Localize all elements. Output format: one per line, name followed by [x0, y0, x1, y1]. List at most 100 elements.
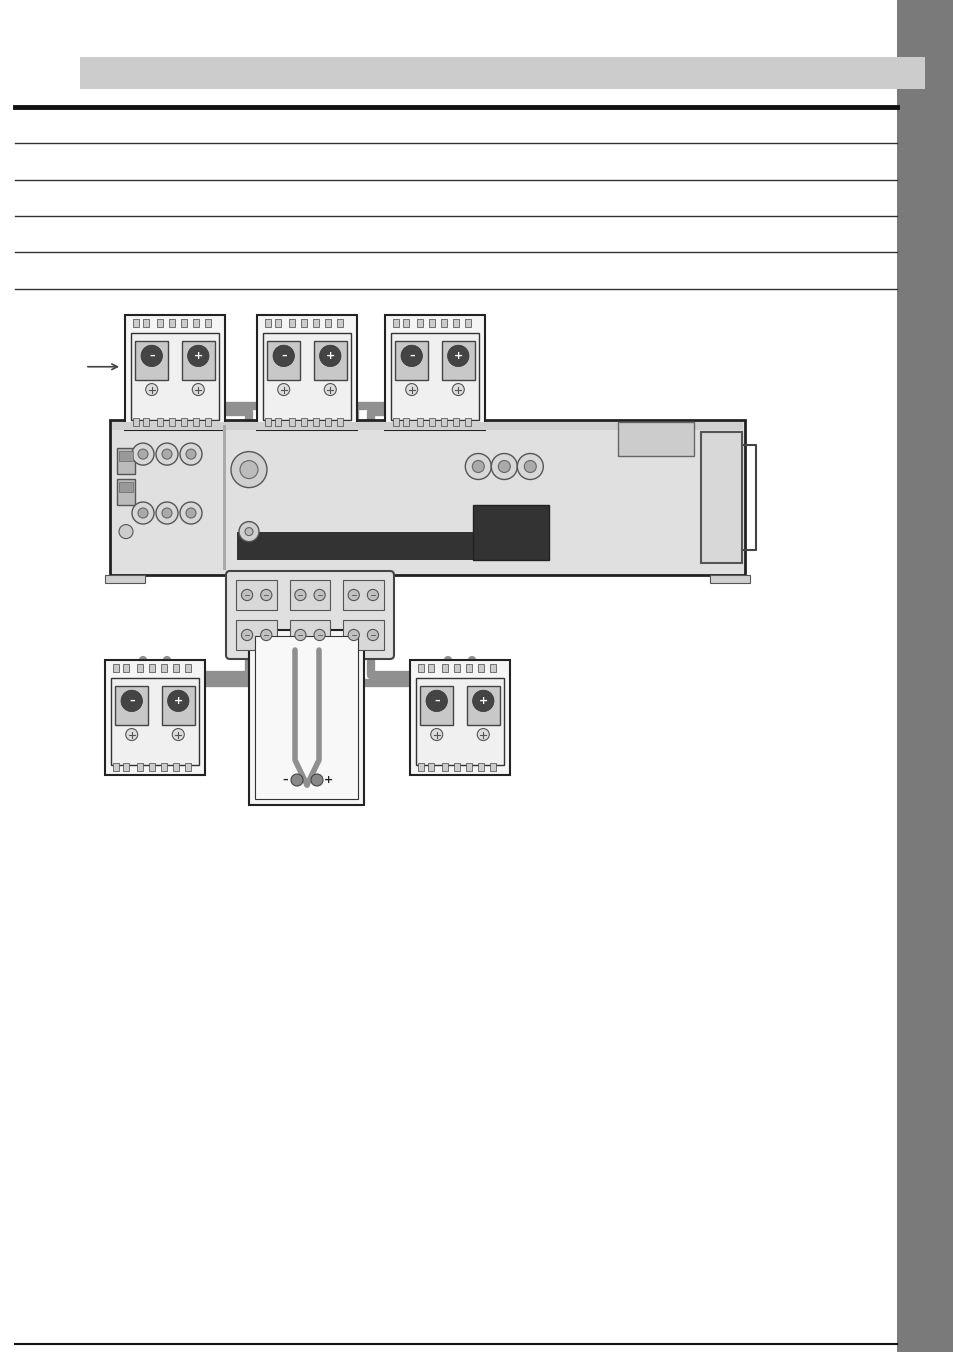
- Bar: [132, 418, 139, 426]
- Bar: [410, 660, 510, 775]
- Text: +: +: [325, 352, 335, 361]
- Circle shape: [138, 508, 148, 518]
- Bar: [143, 319, 149, 327]
- FancyBboxPatch shape: [226, 571, 394, 658]
- Bar: [172, 763, 179, 771]
- Bar: [336, 319, 343, 327]
- Bar: [416, 677, 503, 765]
- Bar: [313, 418, 318, 426]
- Circle shape: [180, 443, 202, 465]
- Bar: [181, 418, 187, 426]
- Bar: [169, 319, 174, 327]
- Bar: [465, 763, 472, 771]
- Circle shape: [491, 453, 517, 480]
- Circle shape: [138, 449, 148, 460]
- Circle shape: [186, 508, 195, 518]
- Circle shape: [447, 345, 469, 366]
- Bar: [290, 580, 330, 610]
- Bar: [290, 619, 330, 650]
- Circle shape: [241, 589, 253, 600]
- Circle shape: [146, 384, 157, 396]
- Circle shape: [291, 773, 303, 786]
- Circle shape: [126, 729, 137, 741]
- Bar: [267, 341, 300, 380]
- Bar: [123, 664, 129, 672]
- Bar: [477, 664, 483, 672]
- Circle shape: [405, 384, 417, 396]
- Circle shape: [476, 729, 489, 741]
- Bar: [709, 575, 749, 583]
- Bar: [131, 333, 219, 420]
- Bar: [301, 319, 307, 327]
- Circle shape: [273, 345, 294, 366]
- Circle shape: [132, 502, 153, 525]
- Bar: [393, 319, 398, 327]
- Bar: [125, 315, 225, 430]
- Circle shape: [245, 527, 253, 535]
- Bar: [490, 664, 496, 672]
- Bar: [181, 319, 187, 327]
- Bar: [419, 685, 453, 725]
- Text: –: –: [280, 352, 286, 361]
- Circle shape: [472, 690, 494, 711]
- Bar: [490, 763, 496, 771]
- Bar: [417, 763, 423, 771]
- Bar: [185, 664, 191, 672]
- Circle shape: [141, 345, 162, 366]
- Bar: [236, 531, 541, 560]
- Circle shape: [367, 630, 378, 641]
- Bar: [385, 315, 484, 430]
- Circle shape: [162, 449, 172, 460]
- Text: –: –: [434, 696, 439, 706]
- Bar: [193, 418, 199, 426]
- Bar: [105, 575, 145, 583]
- Circle shape: [156, 443, 178, 465]
- Bar: [700, 433, 741, 562]
- Circle shape: [186, 449, 195, 460]
- Bar: [112, 422, 742, 430]
- Bar: [314, 341, 347, 380]
- Bar: [477, 763, 483, 771]
- Bar: [161, 664, 167, 672]
- Circle shape: [121, 690, 142, 711]
- Bar: [454, 664, 459, 672]
- Text: –: –: [129, 696, 134, 706]
- Bar: [343, 619, 383, 650]
- Bar: [428, 763, 434, 771]
- Bar: [161, 763, 167, 771]
- Circle shape: [524, 461, 536, 472]
- Bar: [263, 333, 351, 420]
- Bar: [428, 664, 434, 672]
- Bar: [274, 319, 281, 327]
- Text: +: +: [454, 352, 462, 361]
- Text: –: –: [409, 352, 415, 361]
- Bar: [618, 422, 694, 456]
- Circle shape: [168, 690, 189, 711]
- Bar: [416, 319, 422, 327]
- Bar: [119, 452, 132, 461]
- Bar: [250, 630, 364, 804]
- Bar: [256, 315, 356, 430]
- Bar: [429, 319, 435, 327]
- Bar: [336, 418, 343, 426]
- Circle shape: [231, 452, 267, 488]
- Circle shape: [324, 384, 335, 396]
- Bar: [464, 418, 471, 426]
- Circle shape: [162, 508, 172, 518]
- Circle shape: [294, 589, 306, 600]
- Circle shape: [311, 773, 323, 786]
- Circle shape: [452, 384, 464, 396]
- Bar: [143, 418, 149, 426]
- Bar: [454, 763, 459, 771]
- Bar: [149, 763, 154, 771]
- Text: +: +: [193, 352, 203, 361]
- Circle shape: [472, 461, 484, 472]
- Bar: [465, 664, 472, 672]
- Circle shape: [119, 525, 132, 538]
- Bar: [402, 418, 409, 426]
- Bar: [429, 418, 435, 426]
- Bar: [117, 448, 135, 475]
- Text: +: +: [478, 696, 487, 706]
- Bar: [313, 319, 318, 327]
- Circle shape: [517, 453, 542, 480]
